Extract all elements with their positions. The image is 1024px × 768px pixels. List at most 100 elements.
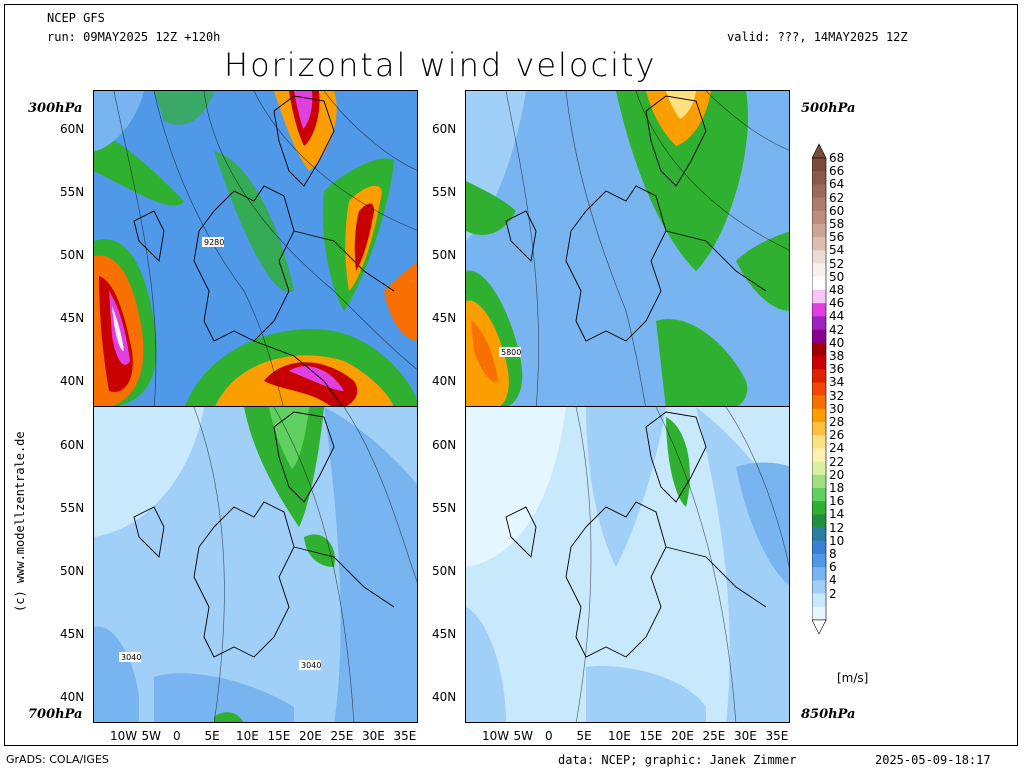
colorbar-swatch — [812, 303, 826, 317]
lat-label: 55N — [432, 185, 457, 199]
colorbar-tick-label: 58 — [829, 217, 845, 231]
level-label-700: 700hPa — [28, 707, 83, 722]
colorbar-tick-label: 60 — [829, 203, 845, 218]
lat-label: 45N — [60, 311, 85, 325]
colorbar-tick-label: 34 — [829, 375, 845, 390]
lon-label: 25E — [330, 729, 354, 743]
lon-label: 15E — [267, 729, 291, 743]
colorbar-swatch — [812, 382, 826, 396]
colorbar-tick-label: 24 — [829, 441, 845, 456]
colorbar-tick-label: 30 — [829, 401, 845, 416]
lon-label: 5E — [576, 729, 592, 743]
colorbar-swatch — [812, 554, 826, 568]
lat-label: 50N — [60, 248, 85, 262]
valid-info: valid: ???, 14MAY2025 12Z — [727, 30, 908, 44]
colorbar-tick-label: 28 — [829, 415, 845, 429]
colorbar-swatch — [812, 210, 826, 225]
footer-timestamp: 2025-05-09-18:17 — [875, 753, 991, 767]
lon-label: 0 — [173, 729, 181, 743]
colorbar-swatch — [812, 369, 826, 383]
colorbar-swatch — [812, 224, 826, 238]
lat-label: 60N — [432, 122, 457, 136]
colorbar-tick-label: 12 — [829, 520, 845, 535]
lat-label: 55N — [432, 501, 457, 515]
panel-850hpa — [465, 406, 790, 723]
colorbar-swatch — [812, 580, 826, 594]
lon-label: 35E — [393, 729, 417, 743]
contour-label-500: 5800 — [501, 348, 521, 357]
map-title: Horizontal wind velocity — [224, 46, 657, 84]
footer-grads: GrADS: COLA/IGES — [6, 753, 109, 766]
page-frame — [4, 4, 1018, 746]
lon-label: 10W — [110, 729, 138, 743]
run-info: run: 09MAY2025 12Z +120h — [47, 30, 221, 44]
colorbar-tick-label: 62 — [829, 190, 845, 205]
lon-label: 5W — [513, 729, 534, 743]
colorbar-swatch — [812, 250, 826, 264]
colorbar-tick-label: 56 — [829, 230, 845, 245]
colorbar-swatch — [812, 329, 826, 344]
colorbar-swatch — [812, 171, 826, 185]
lat-label: 40N — [60, 374, 85, 388]
level-label-850: 850hPa — [801, 707, 856, 722]
lon-label: 30E — [362, 729, 385, 743]
colorbar-tick-label: 6 — [829, 560, 837, 575]
colorbar-swatch — [812, 474, 826, 489]
panel-700hpa: 3040 3040 — [93, 406, 418, 723]
colorbar-swatch — [812, 514, 826, 528]
colorbar-swatch — [812, 356, 826, 370]
colorbar-swatch — [812, 408, 826, 423]
colorbar-tick-label: 16 — [829, 494, 845, 509]
colorbar-tick-label: 38 — [829, 349, 845, 363]
colorbar-swatch — [812, 263, 826, 278]
colorbar-tick-label: 8 — [829, 547, 837, 561]
lat-label: 55N — [60, 185, 85, 199]
lon-label: 30E — [734, 729, 757, 743]
lat-label: 45N — [432, 311, 457, 325]
colorbar-swatch — [812, 316, 826, 330]
colorbar-max-arrow — [812, 143, 827, 159]
colorbar-tick-label: 2 — [829, 586, 837, 601]
colorbar-swatch — [812, 461, 826, 476]
colorbar-tick-label: 54 — [829, 243, 845, 258]
lon-label: 20E — [671, 729, 694, 743]
colorbar-tick-label: 10 — [829, 533, 845, 548]
model-name: NCEP GFS — [47, 11, 105, 25]
panel-500hpa: 5800 — [465, 90, 790, 408]
footer-credit: data: NCEP; graphic: Janek Zimmer — [558, 753, 797, 767]
colorbar-swatch — [812, 290, 826, 304]
lat-label: 60N — [60, 438, 85, 452]
lon-label: 10W — [482, 729, 510, 743]
level-label-500: 500hPa — [801, 101, 856, 116]
lon-label: 20E — [299, 729, 322, 743]
lat-label: 50N — [432, 248, 457, 262]
colorbar-tick-label: 48 — [829, 283, 845, 297]
watermark: (c) www.modellzentrale.de — [13, 431, 27, 612]
colorbar-swatch — [812, 184, 826, 198]
lon-label: 35E — [765, 729, 789, 743]
colorbar-swatch — [812, 540, 826, 555]
colorbar-tick-label: 40 — [829, 335, 845, 350]
colorbar-tick-label: 66 — [829, 164, 845, 179]
colorbar-swatch — [812, 435, 826, 449]
colorbar-tick-label: 64 — [829, 177, 845, 192]
colorbar-swatch — [812, 488, 826, 502]
lon-label: 10E — [236, 729, 259, 743]
colorbar-swatch — [812, 606, 826, 621]
lon-label: 0 — [545, 729, 553, 743]
colorbar-unit: [m/s] — [837, 671, 869, 685]
colorbar-tick-label: 42 — [829, 322, 845, 337]
colorbar-tick-label: 52 — [829, 256, 845, 271]
colorbar-swatch — [812, 593, 826, 608]
colorbar-swatch — [812, 276, 826, 291]
lat-label: 45N — [432, 627, 457, 641]
lat-label: 45N — [60, 627, 85, 641]
lat-label: 50N — [60, 564, 85, 578]
lon-label: 15E — [639, 729, 663, 743]
colorbar-tick-label: 14 — [829, 507, 845, 522]
colorbar-swatch — [812, 448, 826, 462]
contour-label-700a: 3040 — [121, 653, 141, 662]
lat-label: 60N — [60, 122, 85, 136]
colorbar-swatch — [812, 395, 826, 410]
lat-label: 40N — [60, 690, 85, 704]
